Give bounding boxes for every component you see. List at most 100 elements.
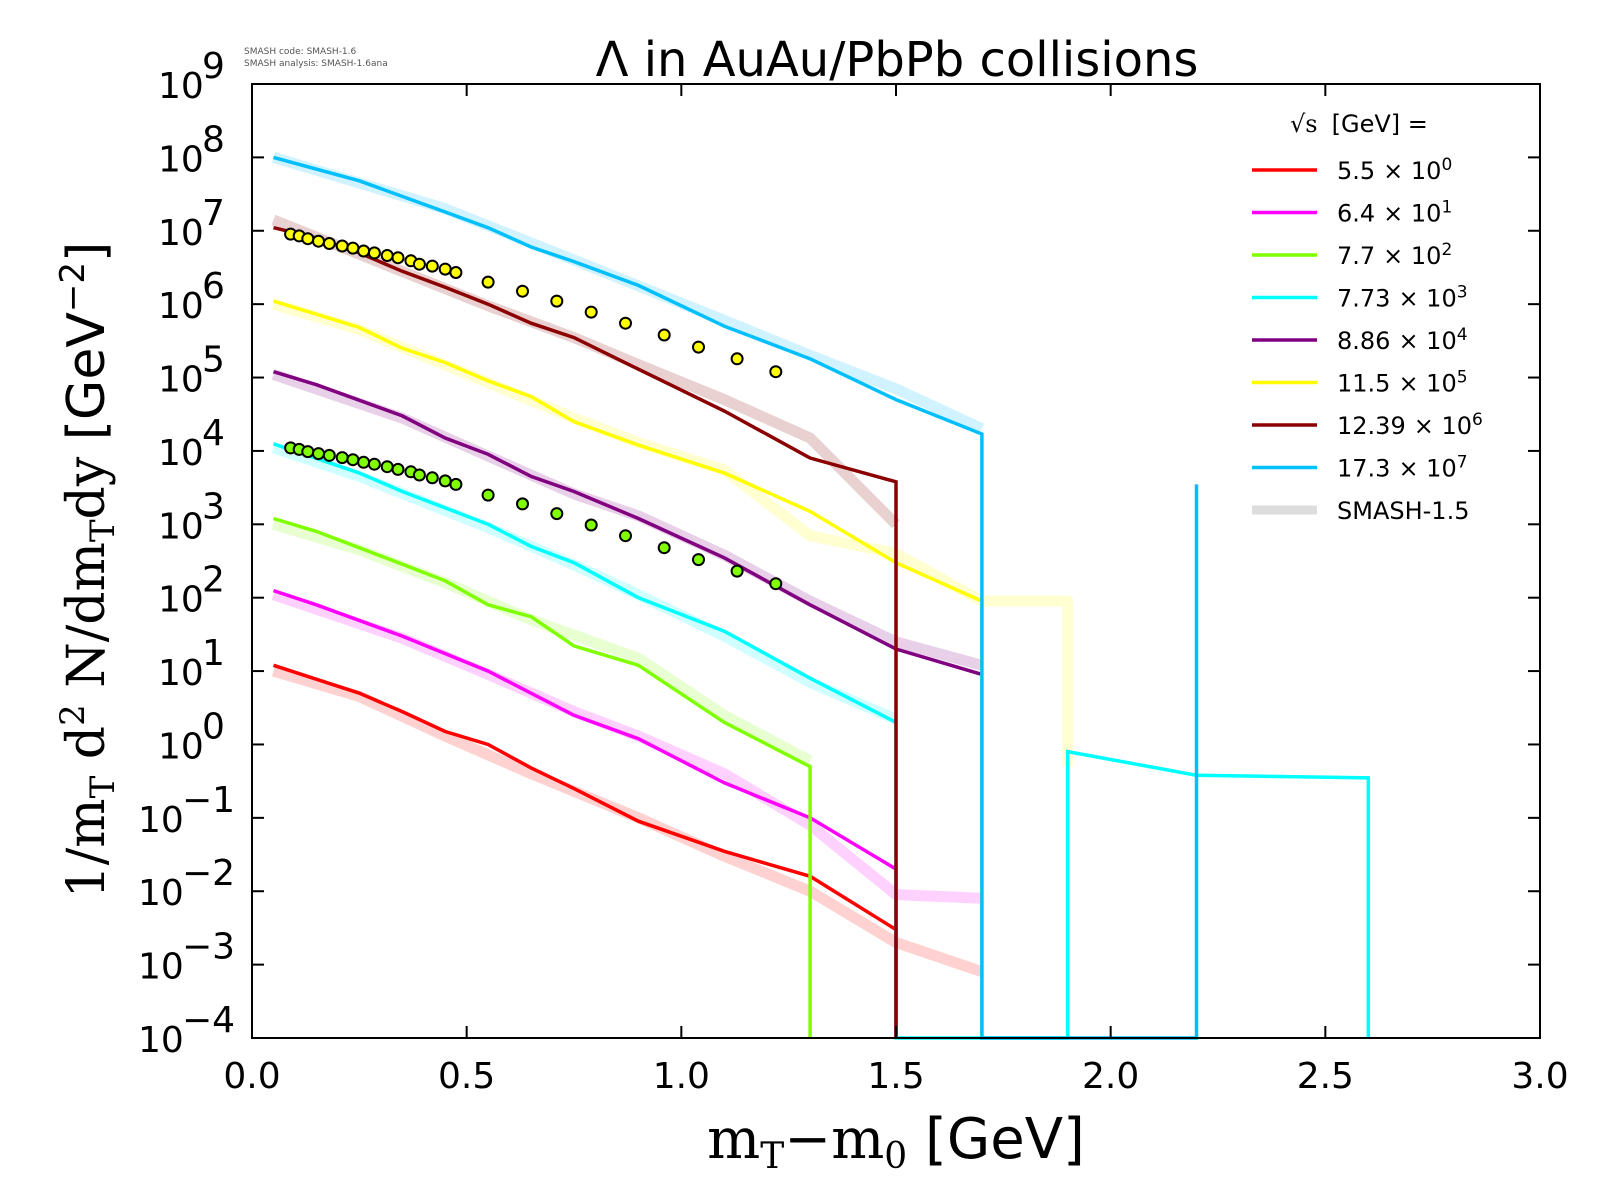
- exp-green-point-10: [391, 462, 405, 476]
- y-tick-exp-5: 4: [202, 413, 225, 454]
- exp-green-point-9: [380, 460, 394, 474]
- exp-yellow-point-8: [367, 246, 381, 260]
- y-title-unit: [GeV: [57, 312, 117, 457]
- y-tick-label-0: 109: [158, 46, 225, 107]
- exp-yellow-point-23: [730, 352, 744, 366]
- exp-yellow-point-3: [312, 234, 325, 248]
- legend-label-2: 7.7 × 102: [1337, 240, 1452, 270]
- x-tick-label-1: 0.5: [438, 1056, 495, 1097]
- series-curve-2: [272, 516, 812, 1038]
- reference-curve-3: [271, 442, 899, 725]
- exp-green-point-17: [516, 497, 529, 511]
- reference-curve-1: [271, 589, 983, 904]
- x-title-sub-0: 0: [884, 1136, 907, 1177]
- y-title-sub-T: T: [83, 775, 123, 798]
- y-tick-exp-13: −4: [182, 1000, 235, 1041]
- exp-green-point-6: [346, 453, 360, 467]
- exp-yellow-point-19: [584, 305, 598, 319]
- y-tick-exp-4: 5: [202, 340, 225, 381]
- exp-green-point-20: [619, 529, 632, 543]
- legend-sqrt-s: √s: [1290, 110, 1318, 138]
- exp-green-point-14: [438, 474, 452, 488]
- exp-green-point-18: [550, 507, 564, 521]
- x-tick-label-5: 2.5: [1297, 1056, 1354, 1097]
- reference-curve-5: [271, 298, 1074, 767]
- exp-green-point-12: [412, 468, 426, 482]
- exp-green-point-3: [312, 447, 325, 461]
- axis-ticks: [251, 83, 1541, 1039]
- exp-green-point-7: [357, 455, 371, 469]
- y-tick-base-0: 10: [158, 66, 204, 107]
- y-tick-label-6: 103: [158, 486, 225, 547]
- x-tick-label-2: 1.0: [653, 1056, 710, 1097]
- y-tick-label-2: 107: [158, 193, 225, 254]
- x-title-m: m: [707, 1107, 760, 1172]
- y-tick-base-4: 10: [158, 360, 204, 401]
- legend-label-8: SMASH-1.5: [1337, 497, 1469, 525]
- y-tick-label-3: 106: [158, 266, 225, 327]
- series-curve-3: [272, 442, 1371, 1040]
- y-tick-base-1: 10: [158, 139, 204, 180]
- exp-green-point-19: [584, 518, 598, 532]
- y-tick-exp-7: 2: [202, 560, 225, 601]
- reference-curve-4: [271, 369, 984, 671]
- y-title-d: d: [57, 726, 117, 776]
- y-title-dy: dy: [57, 456, 117, 519]
- y-title-a: 1/m: [57, 798, 117, 898]
- y-title-N: N/dm: [57, 542, 117, 704]
- y-tick-base-5: 10: [158, 433, 204, 474]
- exp-yellow-point-13: [425, 259, 439, 273]
- exp-yellow-point-12: [412, 257, 426, 271]
- exp-yellow-point-20: [619, 316, 632, 330]
- y-tick-label-4: 105: [158, 340, 225, 401]
- exp-yellow-point-2: [301, 232, 315, 246]
- legend-label-7: 17.3 × 107: [1337, 453, 1468, 483]
- x-title-m2: m: [831, 1107, 884, 1172]
- exp-green-point-16: [481, 488, 495, 502]
- legend-label-4: 8.86 × 104: [1337, 325, 1468, 355]
- exp-yellow-point-6: [346, 241, 360, 255]
- x-axis-title: mT−m0 [GeV]: [707, 1107, 1085, 1177]
- exp-yellow-point-9: [380, 249, 394, 262]
- y-tick-label-8: 101: [158, 633, 225, 694]
- legend-title: √s [GeV] =: [1290, 110, 1428, 138]
- legend-label-6: 12.39 × 106: [1337, 410, 1483, 440]
- exp-green-point-13: [425, 471, 439, 485]
- y-tick-label-9: 100: [158, 706, 225, 767]
- reference-curve-7: [271, 152, 985, 434]
- exp-yellow-point-5: [335, 239, 349, 253]
- x-tick-label-3: 1.5: [867, 1056, 924, 1097]
- y-tick-base-9: 10: [158, 726, 204, 767]
- x-title-minus: −: [784, 1107, 831, 1172]
- y-title-close: ]: [57, 242, 117, 262]
- y-tick-base-3: 10: [158, 286, 204, 327]
- legend-label-3: 7.73 × 103: [1337, 283, 1468, 313]
- exp-green-point-4: [322, 448, 336, 462]
- x-tick-label-0: 0.0: [223, 1056, 280, 1097]
- y-tick-exp-12: −3: [182, 927, 235, 968]
- exp-yellow-point-21: [657, 328, 671, 342]
- y-tick-base-10: 10: [138, 800, 184, 841]
- data-markers: [284, 227, 783, 591]
- x-tick-label-4: 2.0: [1082, 1056, 1139, 1097]
- exp-green-point-5: [335, 451, 349, 465]
- reference-curves: [271, 152, 1074, 977]
- series-curve-0: [272, 663, 898, 1038]
- y-tick-exp-8: 1: [202, 633, 225, 674]
- x-tick-label-6: 3.0: [1511, 1056, 1568, 1097]
- chart-title: Λ in AuAu/PbPb collisions: [596, 32, 1199, 88]
- exp-green-point-2: [301, 445, 315, 459]
- y-title-sub-T2: T: [83, 519, 123, 542]
- y-tick-label-7: 102: [158, 560, 225, 621]
- exp-green-point-15: [449, 477, 463, 491]
- y-tick-label-5: 104: [158, 413, 225, 474]
- exp-yellow-point-18: [550, 294, 564, 308]
- x-tick-labels: 0.0 0.5 1.0 1.5 2.0 2.5 3.0: [223, 1056, 1568, 1097]
- x-title-sub-T: T: [760, 1136, 784, 1177]
- legend-label-0: 5.5 × 100: [1337, 155, 1452, 185]
- y-title-sup-exp: −2: [53, 262, 93, 312]
- y-tick-base-8: 10: [158, 653, 204, 694]
- exp-yellow-point-10: [391, 251, 405, 265]
- exp-green-point-21: [657, 541, 671, 555]
